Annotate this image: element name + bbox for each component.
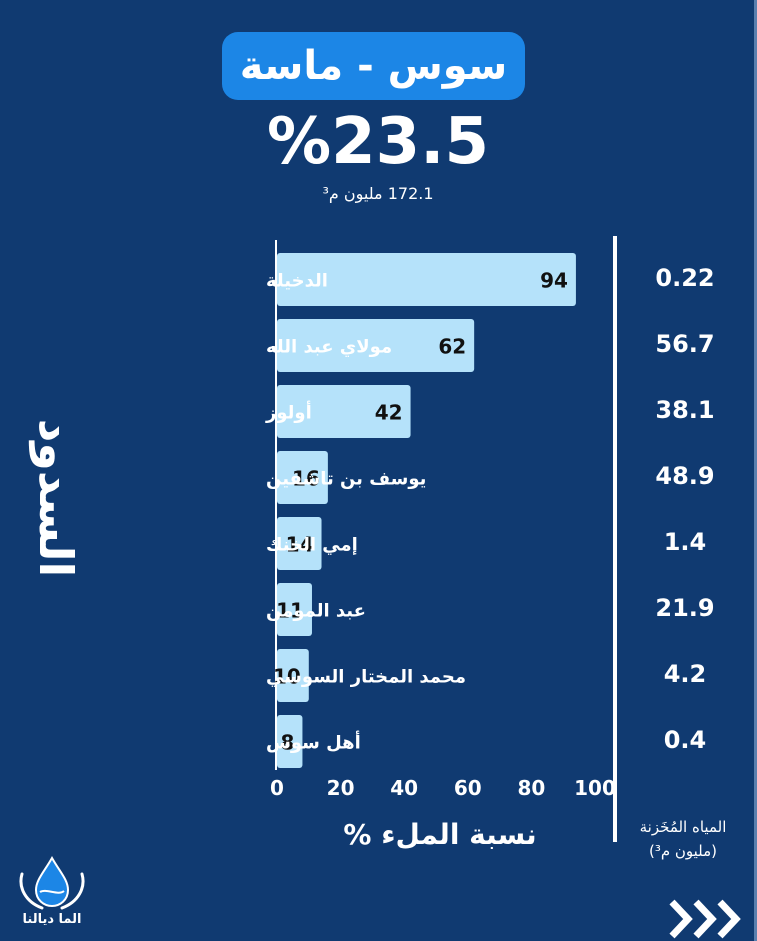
bar-value-label: 42 <box>375 401 403 425</box>
right-edge-stripe <box>754 0 757 941</box>
bar <box>277 649 309 702</box>
category-label: إمي الخنك <box>266 535 358 556</box>
water-drop-hands-icon <box>19 855 85 910</box>
triple-chevron-right-icon[interactable] <box>668 898 744 940</box>
category-label: مولاي عبد الله <box>266 337 392 358</box>
bar-value-label: 62 <box>438 335 466 359</box>
overall-stored-volume: 172.1 مليون م³ <box>322 184 434 203</box>
bar-value-label: 94 <box>540 269 568 293</box>
x-tick-label: 0 <box>270 776 284 800</box>
bar <box>277 715 303 768</box>
bar <box>277 583 312 636</box>
stored-column-title: المياه المُخَزنة <box>639 818 727 836</box>
stored-water-value: 0.22 <box>655 264 715 292</box>
x-tick-label: 80 <box>517 776 545 800</box>
bar-value-label: 16 <box>292 467 320 491</box>
region-title-pill: سوس - ماسة <box>222 32 525 100</box>
bar-value-label: 8 <box>281 731 295 755</box>
bar <box>277 385 411 438</box>
region-title: سوس - ماسة <box>239 43 508 89</box>
stored-water-value: 48.9 <box>655 462 715 490</box>
bar <box>277 253 576 306</box>
stored-water-value: 38.1 <box>655 396 715 424</box>
stored-water-value: 1.4 <box>663 528 707 556</box>
x-tick-label: 40 <box>390 776 418 800</box>
x-axis-title: نسبة الملء % <box>343 818 537 851</box>
stored-column-unit: (مليون م³) <box>648 842 718 860</box>
category-label: أهل سوس <box>266 731 361 754</box>
bar <box>277 319 475 372</box>
x-tick-label: 100 <box>574 776 616 800</box>
stored-water-value: 4.2 <box>663 660 707 688</box>
stored-water-value: 56.7 <box>655 330 715 358</box>
category-label: عبد المومن <box>266 601 366 622</box>
stored-water-value: 21.9 <box>655 594 715 622</box>
bar-value-label: 14 <box>286 533 314 557</box>
category-label: الدخيلة <box>266 271 328 292</box>
category-label: محمد المختار السوسي <box>266 667 466 688</box>
column-divider <box>613 236 617 842</box>
category-label: أولوز <box>265 401 312 424</box>
x-tick-label: 20 <box>327 776 355 800</box>
logo-text: الما ديالنا <box>22 912 82 927</box>
bar-value-label: 10 <box>273 665 301 689</box>
category-label: يوسف بن تاشفين <box>266 469 426 490</box>
x-tick-label: 60 <box>454 776 482 800</box>
bar <box>277 517 322 570</box>
bar <box>277 451 328 504</box>
overall-fill-percent: %23.5 <box>266 105 490 179</box>
stored-water-value: 0.4 <box>663 726 707 754</box>
bar-value-label: 11 <box>276 599 304 623</box>
